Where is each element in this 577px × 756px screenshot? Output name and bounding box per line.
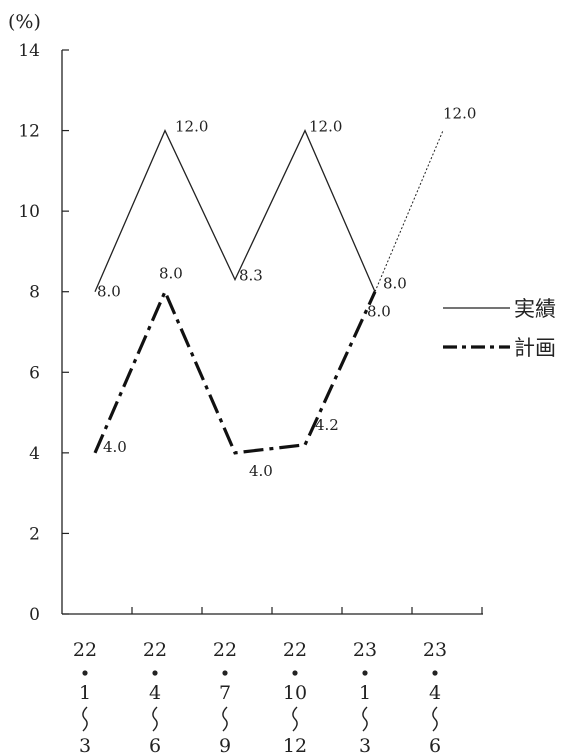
x-tick-from: 7 bbox=[219, 682, 231, 704]
series-1-data-label: 12.0 bbox=[309, 118, 342, 136]
x-tick-from: 4 bbox=[149, 682, 161, 704]
x-tick-range-mark bbox=[222, 706, 228, 732]
x-tick-range-mark bbox=[292, 706, 298, 732]
data-labels: 8.0 12.0 8.3 12.0 8.0 12.0 4.0 8.0 4.0 4.2 8.0 bbox=[97, 105, 476, 480]
series-1-data-label: 8.0 bbox=[97, 283, 121, 301]
x-tick-dot bbox=[152, 670, 158, 676]
x-tick-year: 22 bbox=[283, 639, 307, 661]
y-tick-label: 0 bbox=[29, 605, 40, 625]
x-axis-ticks: 22 1 3 22 4 6 22 7 9 22 10 12 23 1 3 23 4 6 bbox=[73, 607, 483, 756]
x-tick-year: 22 bbox=[143, 639, 167, 661]
x-tick-year: 23 bbox=[353, 639, 377, 661]
x-tick-label: 22 10 12 bbox=[283, 639, 307, 756]
x-tick-dot bbox=[362, 670, 368, 676]
series-2-data-label: 4.0 bbox=[103, 438, 127, 456]
x-tick-range-mark bbox=[432, 706, 438, 732]
x-tick-label: 23 4 6 bbox=[423, 639, 447, 756]
y-tick-label: 12 bbox=[18, 122, 40, 142]
x-tick-range-mark bbox=[362, 706, 368, 732]
x-tick-to: 3 bbox=[79, 735, 91, 756]
x-tick-to: 3 bbox=[359, 735, 371, 756]
series-line-1 bbox=[94, 128, 376, 292]
series-1-data-label: 12.0 bbox=[175, 118, 208, 136]
x-tick-to: 9 bbox=[219, 735, 231, 756]
y-tick-label: 4 bbox=[29, 444, 40, 464]
series-2-data-label: 4.2 bbox=[315, 416, 339, 434]
x-tick-dot bbox=[222, 670, 228, 676]
y-tick-label: 8 bbox=[29, 283, 40, 303]
x-tick-year: 22 bbox=[73, 639, 97, 661]
series-1-projection-line bbox=[374, 130, 444, 292]
series-2-data-label: 4.0 bbox=[249, 462, 273, 480]
legend-label-1: 実績 bbox=[514, 297, 556, 321]
legend-label-2: 計画 bbox=[514, 336, 556, 360]
x-tick-to: 6 bbox=[149, 735, 161, 756]
series-line-2 bbox=[93, 287, 377, 455]
x-tick-label: 22 1 3 bbox=[73, 639, 97, 756]
x-tick-dot bbox=[432, 670, 438, 676]
y-tick-label: 10 bbox=[18, 202, 40, 222]
x-tick-from: 10 bbox=[283, 682, 307, 704]
y-tick-label: 2 bbox=[29, 524, 40, 544]
series-2-data-label: 8.0 bbox=[367, 303, 391, 321]
x-tick-dot bbox=[292, 670, 298, 676]
x-tick-from: 1 bbox=[359, 682, 371, 704]
x-tick-to: 12 bbox=[283, 735, 307, 756]
x-tick-label: 22 4 6 bbox=[143, 639, 167, 756]
x-tick-to: 6 bbox=[429, 735, 441, 756]
series-1-projection-label: 12.0 bbox=[443, 105, 476, 123]
series-1-data-label: 8.3 bbox=[239, 267, 263, 285]
x-tick-dot bbox=[82, 670, 88, 676]
y-axis-ticks: 0 2 4 6 8 10 12 14 bbox=[18, 41, 69, 625]
series-1-data-label: 8.0 bbox=[383, 275, 407, 293]
x-tick-label: 22 7 9 bbox=[213, 639, 237, 756]
axes bbox=[61, 50, 483, 615]
series-2-data-label: 8.0 bbox=[159, 265, 183, 283]
series-layer bbox=[93, 128, 444, 455]
x-tick-label: 23 1 3 bbox=[353, 639, 377, 756]
x-tick-from: 4 bbox=[429, 682, 441, 704]
x-tick-year: 22 bbox=[213, 639, 237, 661]
x-tick-range-mark bbox=[82, 706, 88, 732]
y-axis-unit-label: (%) bbox=[8, 11, 41, 33]
y-tick-label: 6 bbox=[29, 363, 40, 383]
x-tick-from: 1 bbox=[79, 682, 91, 704]
y-tick-label: 14 bbox=[18, 41, 40, 61]
x-tick-range-mark bbox=[152, 706, 158, 732]
x-tick-year: 23 bbox=[423, 639, 447, 661]
